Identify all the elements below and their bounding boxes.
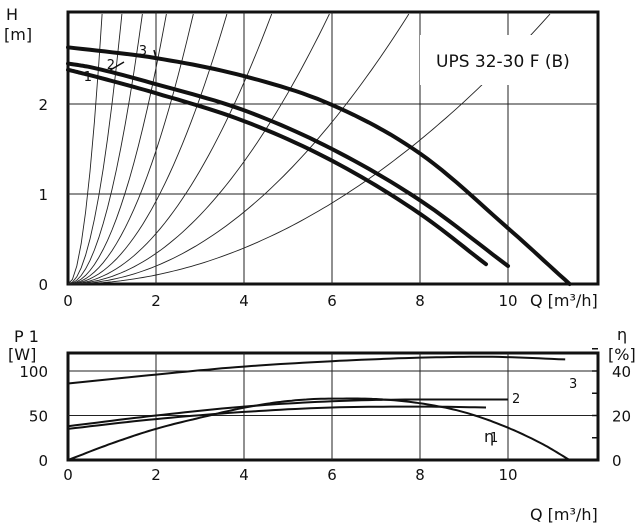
system-curve [67,13,330,285]
efficiency-y-tick-label: 0 [612,452,622,470]
head-x-tick-label: 4 [239,292,249,310]
efficiency-y-axis-label: η [617,325,627,344]
power-x-tick-label: 2 [151,466,161,484]
efficiency-curve-label: η [484,427,494,446]
power-curve-labels: 1 2 3 η [484,377,577,446]
power-y-axis-unit: [W] [8,345,36,364]
power-curve-label-2: 2 [512,392,520,407]
head-curve-label-3: 3 [139,44,147,59]
power-y-tick-label: 100 [19,363,48,381]
head-plot-frame [66,10,600,286]
efficiency-y-tick-label: 20 [612,408,631,426]
system-curve [67,13,143,285]
head-y-tick-label: 0 [38,276,48,294]
head-curve-label-1: 1 [84,70,92,85]
head-x-tick-label: 6 [327,292,337,310]
power-x-tick-label: 4 [239,466,249,484]
power-x-tick-labels: 0 2 4 6 8 10 [63,466,517,484]
power-curve-3 [67,355,566,385]
power-x-tick-label: 10 [498,466,517,484]
model-label-box [420,35,590,85]
head-curve-1 [66,67,488,267]
system-curve [67,13,273,285]
efficiency-y-tick-labels: 0 20 40 [592,348,631,470]
system-curve [67,13,103,285]
system-curve [68,13,410,285]
power-y-tick-label: 50 [29,408,48,426]
power-x-tick-label: 0 [63,466,73,484]
system-curve [67,13,167,285]
efficiency-y-tick-label: 40 [612,363,631,381]
head-x-tick-label: 10 [498,292,517,310]
power-y-axis-label: P 1 [14,327,39,346]
head-curve-label-2: 2 [107,58,115,73]
power-curve-label-3: 3 [569,377,577,392]
power-x-tick-label: 8 [415,466,425,484]
head-x-tick-label: 0 [63,292,73,310]
head-curve-label-leader [153,49,157,59]
head-curve-label-leader [107,61,125,73]
system-curve [68,13,551,285]
power-x-tick-label: 6 [327,466,337,484]
system-curve [67,13,228,285]
power-y-tick-label: 0 [38,452,48,470]
efficiency-curve [67,397,571,461]
power-series [67,355,571,461]
head-panel: 0 2 4 6 8 10 012 123 H [m] UPS 32-30 F (B) Q … [4,5,600,310]
head-x-tick-label: 2 [151,292,161,310]
head-y-tick-label: 1 [38,186,48,204]
efficiency-y-axis-unit: [%] [608,345,636,364]
head-curve-labels: 12 3 [84,44,157,85]
power-curve-1 [67,405,487,430]
head-y-tick-label: 2 [38,96,48,114]
model-label: UPS 32-30 F (B) [436,52,570,72]
head-x-tick-label: 8 [415,292,425,310]
power-y-tick-labels: 0 50 100 [19,363,48,470]
head-y-axis-label: H [6,5,18,24]
head-y-tick-labels: 0 1 2 [38,96,48,294]
head-curve-2 [66,61,510,268]
head-y-axis-unit: [m] [4,25,32,44]
power-curve-2 [67,398,508,428]
power-curve-label-1: 1 [490,431,498,446]
head-x-axis-label: Q [m³/h] [530,291,598,310]
power-x-axis-label: Q [m³/h] [530,505,598,524]
head-curve-label-leader [100,76,108,80]
power-plot-frame [66,351,600,462]
head-x-tick-labels: 0 2 4 6 8 10 [63,292,517,310]
